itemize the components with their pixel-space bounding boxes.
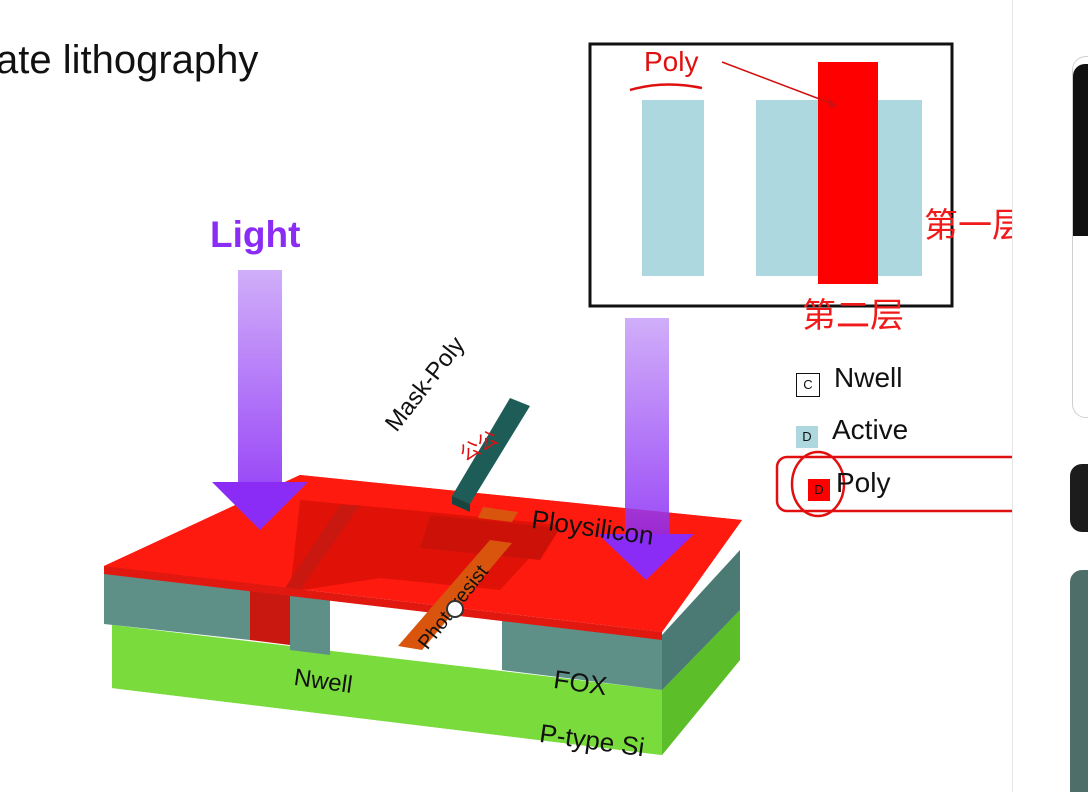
- poly-swatch: D: [808, 479, 830, 501]
- nwell-swatch: C: [796, 373, 820, 397]
- legend-highlight: [775, 450, 1012, 518]
- substrate-layer: [112, 610, 740, 755]
- polysilicon-layer: [104, 475, 742, 640]
- legend-label-active: Active: [832, 414, 909, 445]
- mask-bar: [452, 398, 530, 512]
- side-card-preview[interactable]: [1070, 570, 1088, 792]
- poly-annotation: Poly: [644, 46, 699, 77]
- lithography-illustration: [104, 42, 1012, 755]
- photoresist-strip: [398, 507, 518, 650]
- active-swatch: D: [796, 426, 818, 448]
- side-card-dark[interactable]: [1070, 464, 1088, 532]
- legend-label-poly: Poly: [836, 467, 891, 498]
- mask-layout-box: [588, 42, 954, 308]
- legend-item-poly: D Poly: [808, 467, 890, 501]
- cursor-icon: [446, 600, 464, 618]
- light-label: Light: [210, 214, 301, 255]
- slide-title: ate lithography: [0, 38, 259, 82]
- legend-label-nwell: Nwell: [834, 362, 903, 393]
- legend-item-active: D Active: [796, 414, 908, 448]
- legend-item-nwell: C Nwell: [796, 362, 902, 397]
- layer-two-annotation: 第二层: [802, 296, 904, 336]
- side-card-thumbnail: [1073, 64, 1088, 236]
- light-arrow-left: [212, 270, 308, 530]
- light-arrow-right: [598, 318, 694, 580]
- layer-one-annotation: 第一层: [924, 206, 1026, 246]
